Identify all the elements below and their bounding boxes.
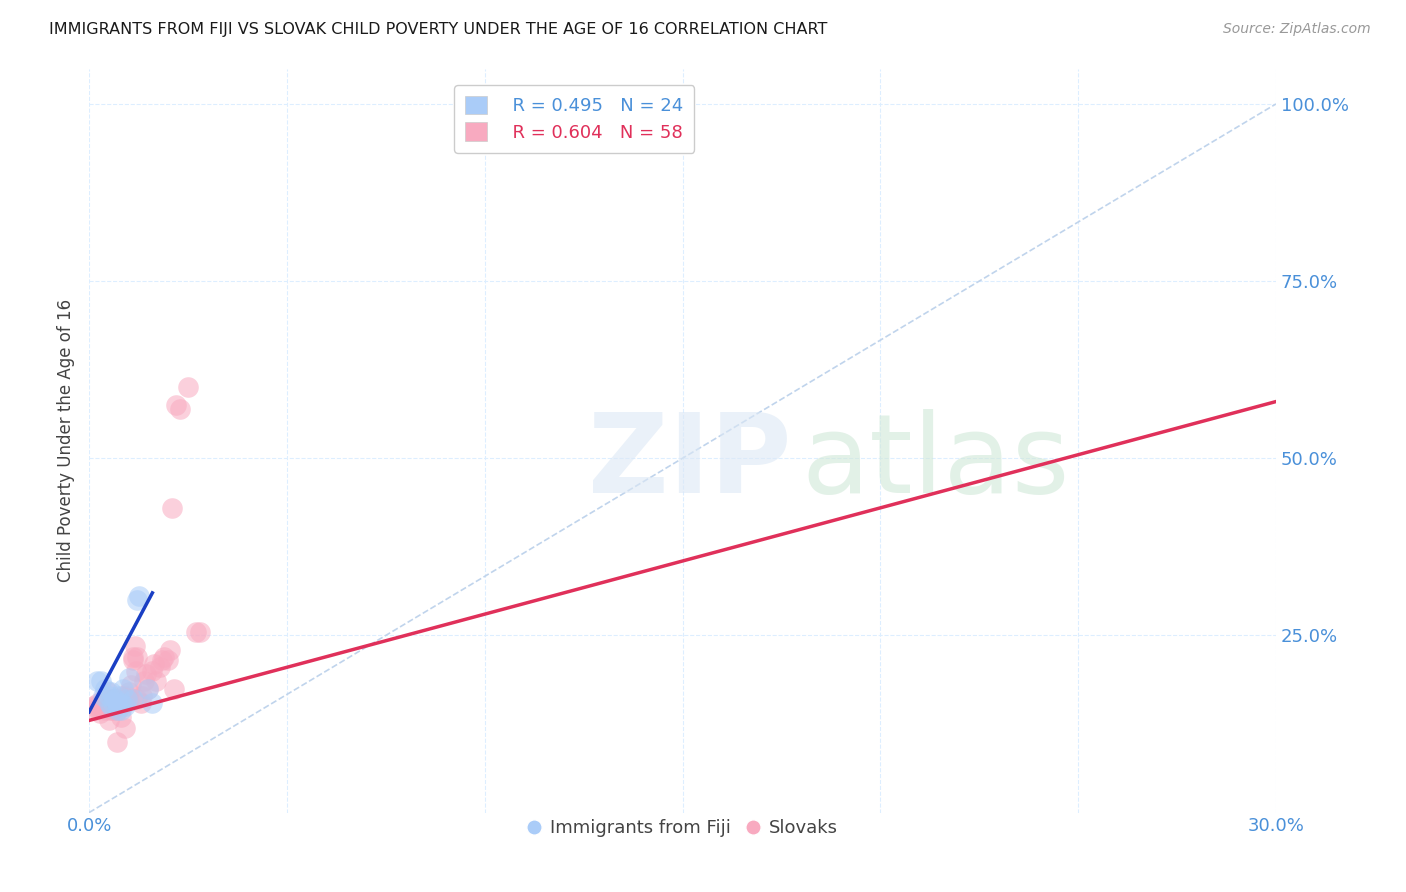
Point: [177, 380, 200, 394]
Point: [143, 657, 166, 671]
Point: [165, 398, 187, 412]
Point: [138, 681, 160, 696]
Text: ZIP: ZIP: [588, 409, 792, 516]
Text: IMMIGRANTS FROM FIJI VS SLOVAK CHILD POVERTY UNDER THE AGE OF 16 CORRELATION CHA: IMMIGRANTS FROM FIJI VS SLOVAK CHILD POV…: [49, 22, 828, 37]
Point: [104, 692, 127, 706]
Point: [94, 681, 117, 696]
Point: [87, 696, 110, 710]
Point: [103, 700, 125, 714]
Point: [82, 699, 104, 714]
Point: [97, 696, 120, 710]
Point: [122, 649, 145, 664]
Point: [110, 696, 132, 710]
Point: [141, 696, 163, 710]
Point: [100, 699, 122, 714]
Text: atlas: atlas: [801, 409, 1070, 516]
Point: [97, 689, 120, 703]
Point: [117, 692, 139, 706]
Point: [114, 699, 136, 714]
Legend: Immigrants from Fiji, Slovaks: Immigrants from Fiji, Slovaks: [520, 812, 845, 845]
Y-axis label: Child Poverty Under the Age of 16: Child Poverty Under the Age of 16: [58, 299, 75, 582]
Point: [107, 689, 129, 703]
Point: [129, 696, 152, 710]
Point: [96, 696, 118, 710]
Point: [160, 500, 183, 515]
Point: [120, 678, 142, 692]
Point: [117, 671, 139, 685]
Point: [135, 667, 157, 681]
Point: [89, 706, 111, 721]
Point: [110, 696, 132, 710]
Point: [94, 703, 117, 717]
Point: [91, 692, 114, 706]
Point: [127, 649, 149, 664]
Point: [153, 649, 176, 664]
Point: [114, 721, 136, 735]
Point: [97, 714, 120, 728]
Point: [115, 692, 138, 706]
Point: [125, 692, 148, 706]
Point: [104, 692, 127, 706]
Point: [125, 664, 148, 678]
Text: Source: ZipAtlas.com: Source: ZipAtlas.com: [1223, 22, 1371, 37]
Point: [115, 689, 138, 703]
Point: [124, 639, 146, 653]
Point: [125, 593, 148, 607]
Point: [121, 653, 143, 667]
Point: [110, 710, 132, 724]
Point: [100, 696, 122, 710]
Point: [111, 681, 134, 696]
Point: [104, 696, 127, 710]
Point: [107, 698, 129, 712]
Point: [101, 692, 124, 706]
Point: [86, 699, 108, 714]
Point: [134, 674, 156, 689]
Point: [94, 699, 117, 714]
Point: [107, 703, 129, 717]
Point: [90, 700, 112, 714]
Point: [138, 681, 160, 696]
Point: [105, 703, 128, 717]
Point: [110, 703, 132, 717]
Point: [98, 703, 121, 717]
Point: [91, 689, 114, 703]
Point: [121, 692, 143, 706]
Point: [169, 401, 191, 416]
Point: [84, 703, 107, 717]
Point: [100, 685, 122, 699]
Point: [90, 674, 112, 689]
Point: [101, 696, 124, 710]
Point: [149, 660, 172, 674]
Point: [145, 674, 167, 689]
Point: [188, 624, 211, 639]
Point: [141, 664, 163, 678]
Point: [97, 685, 120, 699]
Point: [86, 674, 108, 689]
Point: [131, 689, 153, 703]
Point: [111, 689, 134, 703]
Point: [105, 735, 128, 749]
Point: [114, 696, 136, 710]
Point: [159, 642, 181, 657]
Point: [118, 685, 141, 699]
Point: [105, 696, 128, 710]
Point: [163, 681, 186, 696]
Point: [184, 624, 207, 639]
Point: [157, 653, 180, 667]
Point: [128, 590, 150, 604]
Point: [150, 653, 173, 667]
Point: [90, 698, 112, 712]
Point: [101, 703, 124, 717]
